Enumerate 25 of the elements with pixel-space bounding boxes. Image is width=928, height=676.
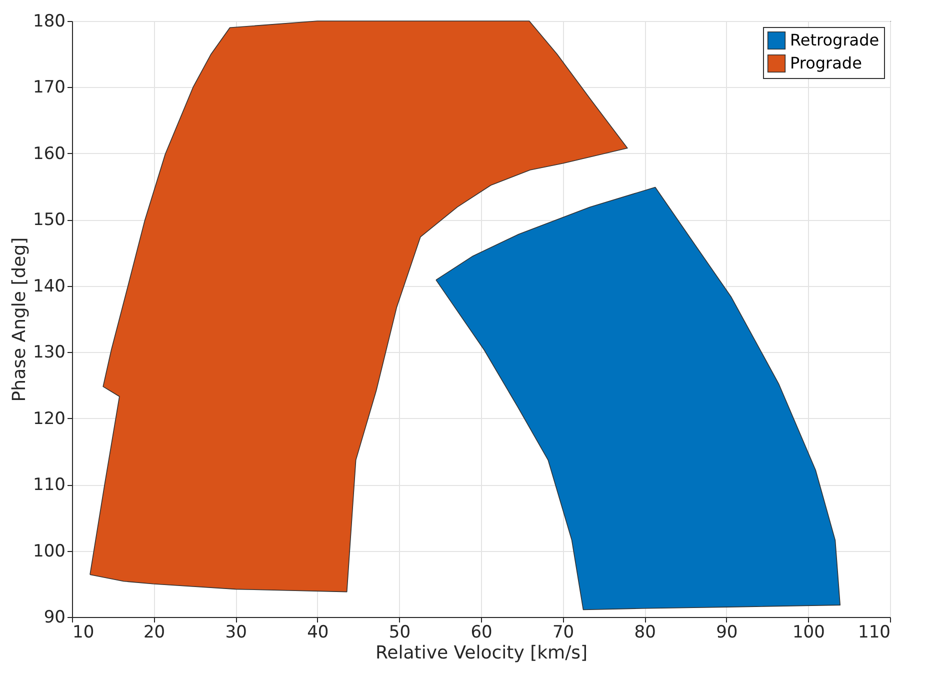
y-tick-label: 90	[44, 608, 66, 628]
x-tick-label: 100	[792, 622, 825, 642]
x-tick-label: 70	[552, 622, 574, 642]
x-tick-label: 110	[858, 622, 890, 642]
legend-label: Prograde	[790, 54, 862, 72]
y-tick-label: 150	[33, 210, 66, 230]
x-tick-label: 10	[72, 622, 94, 642]
y-tick-label: 110	[33, 475, 66, 496]
x-tick-label: 20	[143, 622, 166, 642]
y-tick-label: 140	[33, 276, 66, 296]
y-axis-title: Phase Angle [deg]	[9, 237, 30, 402]
x-tick-label: 30	[225, 622, 247, 642]
y-tick-label: 170	[33, 78, 66, 98]
y-tick-label: 180	[33, 12, 66, 32]
y-tick-label: 130	[33, 342, 66, 363]
x-tick-label: 60	[470, 622, 492, 642]
y-tick-label: 120	[33, 408, 66, 429]
legend-label: Retrograde	[790, 30, 880, 50]
y-tick-label: 100	[33, 541, 66, 562]
x-axis-title: Relative Velocity [km/s]	[375, 642, 588, 664]
x-tick-label: 80	[634, 622, 656, 642]
y-tick-label: 160	[33, 144, 66, 164]
x-tick-label: 50	[388, 622, 411, 642]
x-tick-label: 40	[307, 622, 329, 642]
x-tick-label: 90	[716, 622, 738, 642]
